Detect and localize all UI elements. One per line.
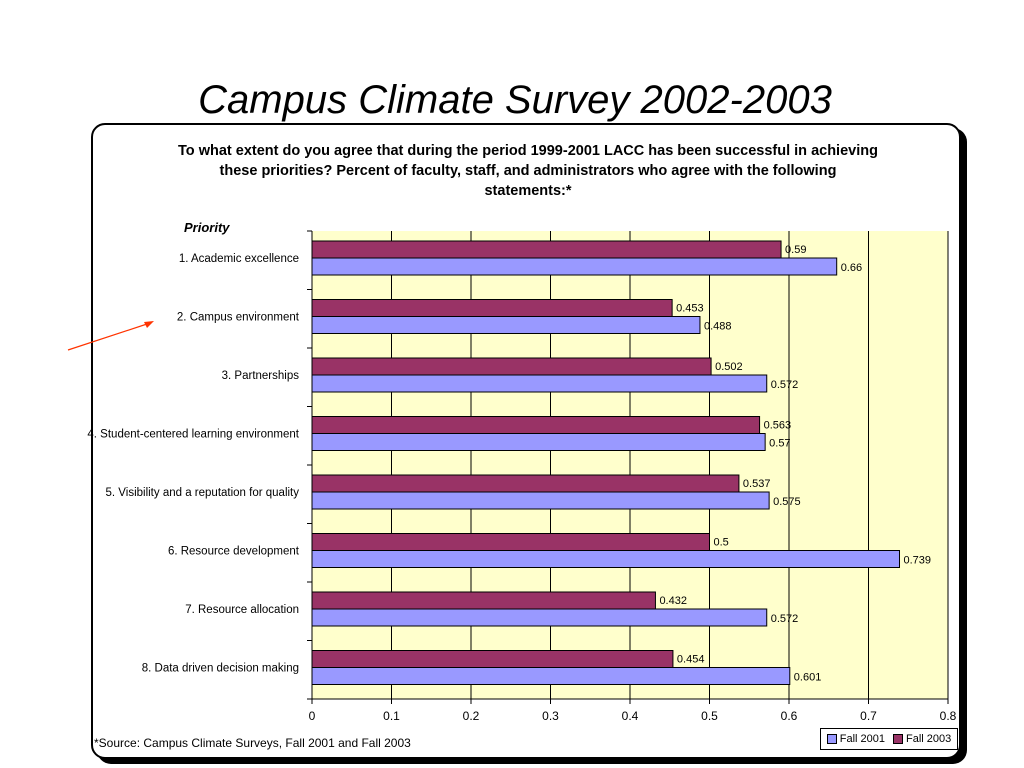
legend-swatch-fall-2003 [893,734,903,744]
legend-item-fall-2003: Fall 2003 [893,733,951,745]
data-label-fall-2001: 0.572 [771,613,799,625]
bar-fall-2003 [311,474,740,493]
legend-label-fall-2003: Fall 2003 [906,733,952,745]
data-label-fall-2003: 0.502 [715,361,743,373]
bar-fall-2001 [311,316,701,334]
data-label-fall-2003: 0.563 [764,420,792,432]
bar-fall-2003 [311,299,673,317]
bar-fall-2001 [311,491,770,510]
source-note: *Source: Campus Climate Surveys, Fall 20… [94,736,411,750]
x-tick-label: 0 [309,709,316,723]
bar-fall-2001 [311,433,766,451]
chart-question: To what extent do you agree that during … [178,143,878,199]
x-tick-label: 0.7 [860,709,877,723]
legend-label-fall-2001: Fall 2001 [839,733,885,745]
category-label: 3. Partnerships [222,370,300,382]
bar-fall-2003 [311,533,710,551]
category-label: 1. Academic excellence [179,253,299,265]
category-label: 2. Campus environment [177,312,300,324]
data-label-fall-2003: 0.537 [743,478,771,490]
data-label-fall-2001: 0.66 [841,262,862,274]
x-tick-label: 0.3 [542,709,559,723]
data-label-fall-2001: 0.739 [904,555,932,567]
data-label-fall-2001: 0.601 [794,672,822,684]
legend-swatch-fall-2001 [826,734,837,744]
legend: Fall 2001 Fall 2003 [820,728,958,750]
data-label-fall-2003: 0.59 [785,244,806,256]
category-label: 7. Resource allocation [185,604,299,616]
data-label-fall-2001: 0.572 [771,379,799,391]
data-label-fall-2001: 0.575 [773,496,801,508]
data-label-fall-2003: 0.454 [677,654,705,666]
data-label-fall-2001: 0.57 [769,438,790,450]
data-label-fall-2001: 0.488 [704,321,732,333]
x-tick-label: 0.5 [701,709,718,723]
bar-fall-2003 [311,357,712,376]
category-label: 4. Student-centered learning environment [87,429,299,441]
legend-item-fall-2001: Fall 2001 [826,733,885,745]
axis-heading: Priority [184,220,230,235]
x-tick-label: 0.8 [940,709,957,723]
data-label-fall-2003: 0.5 [714,537,729,549]
bar-fall-2001 [311,257,838,276]
bar-fall-2001 [311,374,768,393]
data-label-fall-2003: 0.432 [659,595,687,607]
category-label: 6. Resource development [168,546,300,558]
bar-fall-2003 [311,416,761,434]
category-label: 5. Visibility and a reputation for quali… [106,487,300,499]
x-tick-label: 0.1 [383,709,400,723]
x-tick-label: 0.6 [781,709,798,723]
x-tick-label: 0.4 [622,709,639,723]
bar-fall-2001 [311,550,901,568]
bar-fall-2001 [311,667,791,685]
category-label: 8. Data driven decision making [142,663,299,675]
bar-fall-2003 [311,240,782,259]
data-label-fall-2003: 0.453 [676,303,704,315]
x-tick-label: 0.2 [463,709,480,723]
bar-fall-2003 [311,650,674,668]
pointer-arrow-icon [67,321,154,351]
slide-title: Campus Climate Survey 2002-2003 [198,78,832,122]
bar-fall-2001 [311,608,768,627]
bar-fall-2003 [311,591,656,610]
